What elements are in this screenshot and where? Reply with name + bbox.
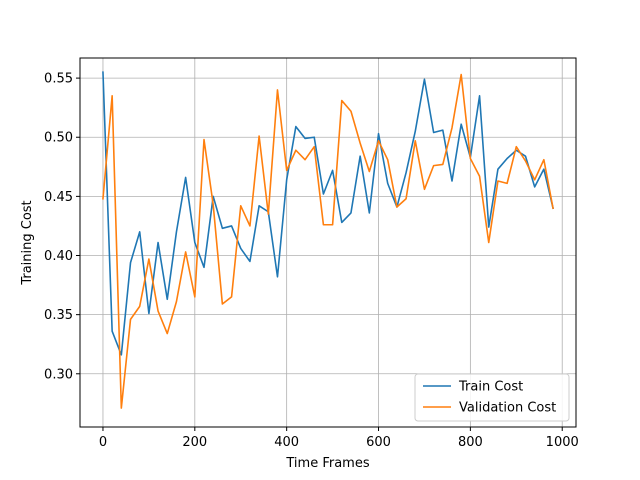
series-line-validation-cost bbox=[102, 73, 554, 409]
y-tick-label: 0.30 bbox=[44, 367, 73, 382]
ticks: 0 200 400 600 800 1000 0.30 0.35 0.40 0.45 0.50 0.5… bbox=[44, 72, 579, 450]
x-axis-title: Time Frames bbox=[285, 456, 369, 471]
x-tick-label: 600 bbox=[366, 435, 391, 450]
y-tick-label: 0.50 bbox=[44, 131, 73, 146]
legend-label: Validation Cost bbox=[459, 401, 556, 416]
y-axis-title: Training Cost bbox=[20, 200, 35, 285]
y-tick-label: 0.45 bbox=[44, 190, 73, 205]
y-tick-label: 0.55 bbox=[44, 72, 73, 87]
series-line-train-cost bbox=[102, 71, 555, 356]
x-tick-label: 0 bbox=[99, 435, 107, 450]
x-tick-label: 800 bbox=[458, 435, 483, 450]
legend: Train Cost Validation Cost bbox=[414, 373, 570, 422]
series-group bbox=[102, 71, 555, 409]
legend-box bbox=[414, 373, 570, 422]
x-tick-label: 400 bbox=[274, 435, 299, 450]
y-tick-label: 0.35 bbox=[44, 308, 73, 323]
x-tick-label: 1000 bbox=[546, 435, 579, 450]
legend-label: Train Cost bbox=[458, 380, 523, 395]
y-tick-label: 0.40 bbox=[44, 249, 73, 264]
x-tick-label: 200 bbox=[182, 435, 207, 450]
plot-frame bbox=[79, 57, 577, 428]
